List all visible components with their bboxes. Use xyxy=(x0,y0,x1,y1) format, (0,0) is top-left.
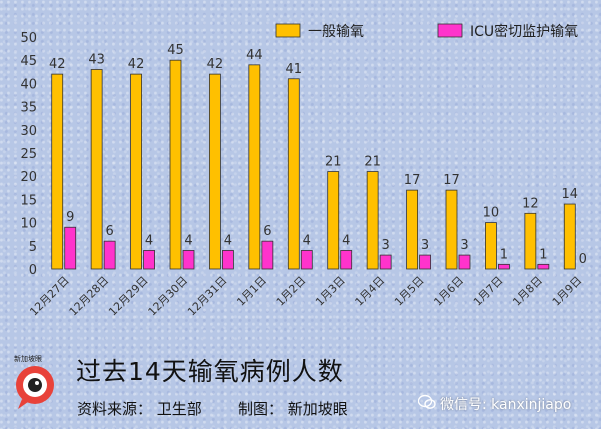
x-tick-label: 1月5日 xyxy=(392,274,427,309)
bar-general-oxygen xyxy=(90,69,103,270)
y-tick-label: 10 xyxy=(20,217,37,232)
data-label-icu-oxygen: 4 xyxy=(224,233,232,248)
data-label-general-oxygen: 14 xyxy=(562,187,579,202)
legend-swatch xyxy=(275,23,301,38)
data-label-icu-oxygen: 0 xyxy=(579,252,587,267)
bar-icu-oxygen xyxy=(537,263,550,270)
x-tick-label: 1月4日 xyxy=(353,274,388,309)
data-label-icu-oxygen: 4 xyxy=(145,233,153,248)
y-tick-label: 20 xyxy=(20,170,37,185)
wechat-icon xyxy=(418,394,436,409)
x-tick-label: 1月2日 xyxy=(274,274,309,309)
bar-icu-oxygen xyxy=(458,254,471,270)
y-tick-label: 30 xyxy=(20,124,37,139)
y-tick-label: 40 xyxy=(20,77,37,92)
data-label-icu-oxygen: 6 xyxy=(106,224,114,239)
x-tick-label: 1月8日 xyxy=(510,274,545,309)
bar-general-oxygen xyxy=(287,78,300,270)
data-label-general-oxygen: 44 xyxy=(246,48,263,63)
data-label-general-oxygen: 42 xyxy=(207,57,224,72)
data-source: 资料来源： 卫生部 xyxy=(77,400,202,418)
x-tick-label: 1月6日 xyxy=(431,274,466,309)
x-tick-label: 1月3日 xyxy=(313,274,348,309)
y-tick-label: 35 xyxy=(20,101,37,116)
bar-chart: 0510152025303540455042912月27日43612月28日42… xyxy=(20,23,587,319)
data-label-icu-oxygen: 3 xyxy=(382,238,390,253)
x-tick-label: 12月28日 xyxy=(67,274,112,319)
data-label-general-oxygen: 41 xyxy=(286,62,303,77)
data-label-general-oxygen: 43 xyxy=(88,52,105,67)
bar-general-oxygen xyxy=(485,222,497,270)
y-tick-label: 25 xyxy=(20,147,37,162)
y-tick-label: 45 xyxy=(20,54,37,69)
bar-icu-oxygen xyxy=(103,240,116,270)
x-tick-label: 12月31日 xyxy=(185,274,230,319)
bar-general-oxygen xyxy=(130,73,142,270)
x-tick-label: 12月29日 xyxy=(106,274,151,319)
data-label-general-oxygen: 42 xyxy=(49,57,66,72)
bar-general-oxygen xyxy=(169,59,182,270)
data-label-general-oxygen: 17 xyxy=(443,173,460,188)
footer-title: 过去14天输氧病例人数 xyxy=(76,357,344,386)
bar-icu-oxygen xyxy=(300,250,313,270)
data-label-icu-oxygen: 3 xyxy=(460,238,468,253)
bar-icu-oxygen xyxy=(143,250,155,270)
bar-general-oxygen xyxy=(209,73,221,270)
x-tick-label: 12月30日 xyxy=(146,274,191,319)
x-tick-label: 1月9日 xyxy=(550,274,585,309)
bar-icu-oxygen xyxy=(261,240,274,270)
data-label-general-oxygen: 12 xyxy=(522,196,539,211)
data-label-general-oxygen: 21 xyxy=(364,155,381,170)
legend-swatch xyxy=(437,23,463,38)
bar-icu-oxygen xyxy=(340,250,353,270)
bar-general-oxygen xyxy=(445,189,458,270)
bar-general-oxygen xyxy=(524,212,537,270)
x-tick-label: 12月27日 xyxy=(27,274,72,319)
y-tick-label: 15 xyxy=(20,193,37,208)
data-label-icu-oxygen: 9 xyxy=(66,210,74,225)
data-label-general-oxygen: 10 xyxy=(483,206,500,221)
bar-icu-oxygen xyxy=(222,250,234,270)
data-label-icu-oxygen: 1 xyxy=(500,247,508,262)
data-label-icu-oxygen: 3 xyxy=(421,238,429,253)
chart-maker: 制图： 新加坡眼 xyxy=(238,400,348,418)
bar-general-oxygen xyxy=(51,73,64,270)
data-label-icu-oxygen: 6 xyxy=(263,224,271,239)
y-tick-label: 50 xyxy=(20,31,37,46)
bar-icu-oxygen xyxy=(498,263,510,270)
data-label-general-oxygen: 42 xyxy=(128,57,145,72)
bar-icu-oxygen xyxy=(64,226,77,270)
wechat-id: 微信号: kanxinjiapo xyxy=(440,397,572,413)
data-label-icu-oxygen: 4 xyxy=(342,233,350,248)
data-label-icu-oxygen: 1 xyxy=(539,247,547,262)
data-label-icu-oxygen: 4 xyxy=(184,233,192,248)
x-tick-label: 1月1日 xyxy=(234,274,269,309)
bar-general-oxygen xyxy=(366,171,379,270)
y-tick-label: 0 xyxy=(29,263,37,278)
bar-icu-oxygen xyxy=(379,254,392,270)
bar-general-oxygen xyxy=(406,189,418,270)
x-tick-label: 1月7日 xyxy=(471,274,506,309)
legend-label: ICU密切监护输氧 xyxy=(470,23,578,40)
bar-general-oxygen xyxy=(248,64,261,270)
data-label-icu-oxygen: 4 xyxy=(303,233,311,248)
bar-general-oxygen xyxy=(327,171,340,270)
eye-logo-icon xyxy=(16,366,54,409)
bar-general-oxygen xyxy=(563,203,576,270)
legend-label: 一般输氧 xyxy=(308,24,364,40)
bar-icu-oxygen xyxy=(182,250,195,270)
data-label-general-oxygen: 45 xyxy=(167,43,184,58)
data-label-general-oxygen: 17 xyxy=(404,173,421,188)
data-label-general-oxygen: 21 xyxy=(325,155,342,170)
bar-icu-oxygen xyxy=(419,254,431,270)
y-tick-label: 5 xyxy=(29,240,37,255)
logo-label: 新加坡眼 xyxy=(14,355,42,363)
